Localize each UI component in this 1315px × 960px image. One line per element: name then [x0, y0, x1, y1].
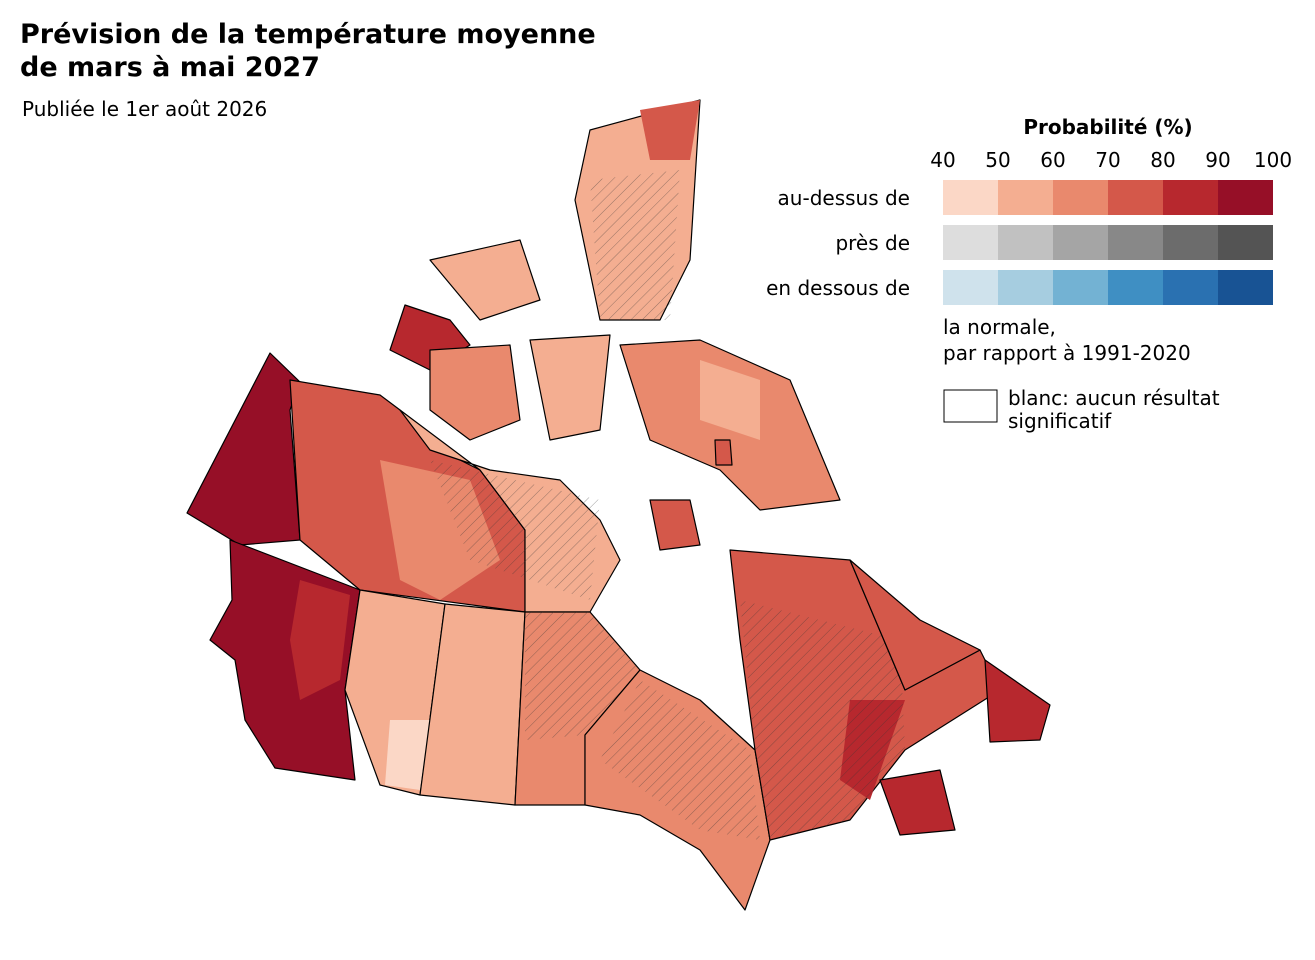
legend-swatch: [943, 180, 998, 215]
blank-swatch: [943, 389, 998, 423]
island: [649, 499, 701, 551]
island: [429, 239, 541, 321]
hatch: [525, 612, 640, 740]
legend-swatch: [943, 270, 998, 305]
hatch: [590, 170, 680, 320]
legend-swatch: [1163, 225, 1218, 260]
legend-row-label: au-dessus de: [778, 186, 910, 210]
legend-swatch: [1163, 270, 1218, 305]
blank-note: significatif: [1008, 409, 1112, 433]
legend-tick-label: 50: [985, 148, 1010, 172]
hatch: [430, 460, 600, 600]
newfoundland: [984, 659, 1051, 743]
legend-tick-label: 70: [1095, 148, 1120, 172]
region: [700, 360, 760, 440]
legend-swatch: [943, 225, 998, 260]
region: [640, 100, 700, 160]
legend-swatch: [1108, 270, 1163, 305]
island: [429, 344, 521, 441]
legend-row-label: en dessous de: [766, 276, 910, 300]
island: [529, 334, 611, 441]
blank-note: blanc: aucun résultat: [1008, 386, 1220, 410]
maritimes: [879, 769, 956, 836]
legend-tick-label: 80: [1150, 148, 1175, 172]
legend-swatch: [998, 270, 1053, 305]
legend-note: par rapport à 1991-2020: [943, 341, 1191, 365]
hatch: [740, 600, 905, 840]
legend-tick-label: 40: [930, 148, 955, 172]
legend-swatch: [998, 180, 1053, 215]
legend: Probabilité (%) la normale, par rapport …: [766, 115, 1292, 433]
legend-swatch: [1053, 180, 1108, 215]
legend-swatch: [1053, 225, 1108, 260]
hatch: [600, 680, 760, 840]
legend-swatch: [1218, 225, 1273, 260]
legend-swatch: [1163, 180, 1218, 215]
legend-swatch: [1053, 270, 1108, 305]
region: [290, 580, 350, 700]
title-line: Prévision de la température moyenne: [20, 19, 596, 50]
legend-swatch: [1108, 225, 1163, 260]
subtitle: Publiée le 1er août 2026: [22, 97, 267, 121]
legend-swatch: [1218, 180, 1273, 215]
legend-tick-label: 60: [1040, 148, 1065, 172]
legend-tick-label: 100: [1254, 148, 1292, 172]
labrador: [849, 559, 981, 691]
legend-note: la normale,: [943, 315, 1056, 339]
title-line: de mars à mai 2027: [20, 52, 320, 83]
island: [714, 439, 733, 466]
region: [385, 720, 430, 790]
map: [186, 99, 1051, 911]
legend-tick-label: 90: [1205, 148, 1230, 172]
legend-row-label: près de: [835, 231, 910, 255]
legend-swatch: [998, 225, 1053, 260]
legend-swatch: [1108, 180, 1163, 215]
legend-title: Probabilité (%): [1023, 115, 1192, 139]
legend-swatch: [1218, 270, 1273, 305]
